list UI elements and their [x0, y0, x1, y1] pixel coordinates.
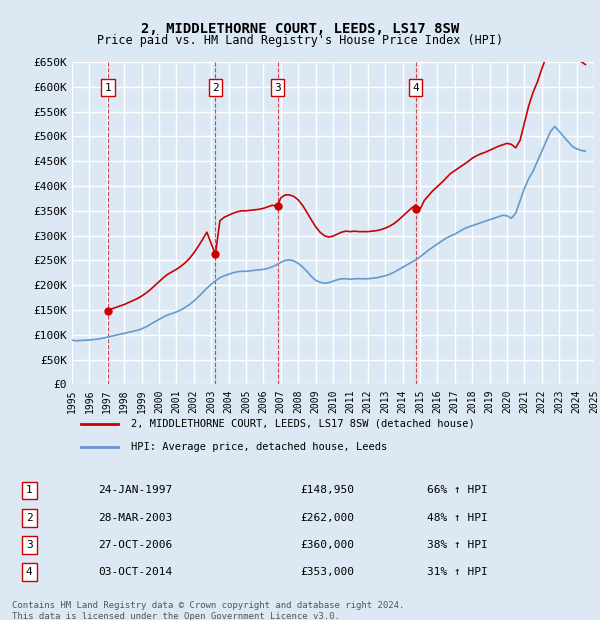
Text: 1: 1 [26, 485, 32, 495]
Text: £353,000: £353,000 [300, 567, 354, 577]
Text: 03-OCT-2014: 03-OCT-2014 [98, 567, 173, 577]
Text: Price paid vs. HM Land Registry's House Price Index (HPI): Price paid vs. HM Land Registry's House … [97, 34, 503, 47]
Text: £148,950: £148,950 [300, 485, 354, 495]
Text: 3: 3 [274, 83, 281, 93]
Text: 2, MIDDLETHORNE COURT, LEEDS, LS17 8SW: 2, MIDDLETHORNE COURT, LEEDS, LS17 8SW [141, 22, 459, 36]
Text: £360,000: £360,000 [300, 540, 354, 550]
Text: 1: 1 [104, 83, 112, 93]
Text: 27-OCT-2006: 27-OCT-2006 [98, 540, 173, 550]
Text: 3: 3 [26, 540, 32, 550]
Text: 24-JAN-1997: 24-JAN-1997 [98, 485, 173, 495]
Text: 2: 2 [26, 513, 32, 523]
Text: 4: 4 [412, 83, 419, 93]
Text: 48% ↑ HPI: 48% ↑ HPI [427, 513, 487, 523]
Text: 31% ↑ HPI: 31% ↑ HPI [427, 567, 487, 577]
Text: 66% ↑ HPI: 66% ↑ HPI [427, 485, 487, 495]
Text: 2: 2 [212, 83, 219, 93]
Text: 2, MIDDLETHORNE COURT, LEEDS, LS17 8SW (detached house): 2, MIDDLETHORNE COURT, LEEDS, LS17 8SW (… [131, 419, 475, 429]
Text: £262,000: £262,000 [300, 513, 354, 523]
Text: 4: 4 [26, 567, 32, 577]
Text: 28-MAR-2003: 28-MAR-2003 [98, 513, 173, 523]
Text: Contains HM Land Registry data © Crown copyright and database right 2024.
This d: Contains HM Land Registry data © Crown c… [12, 601, 404, 620]
Text: 38% ↑ HPI: 38% ↑ HPI [427, 540, 487, 550]
Text: HPI: Average price, detached house, Leeds: HPI: Average price, detached house, Leed… [131, 442, 388, 452]
